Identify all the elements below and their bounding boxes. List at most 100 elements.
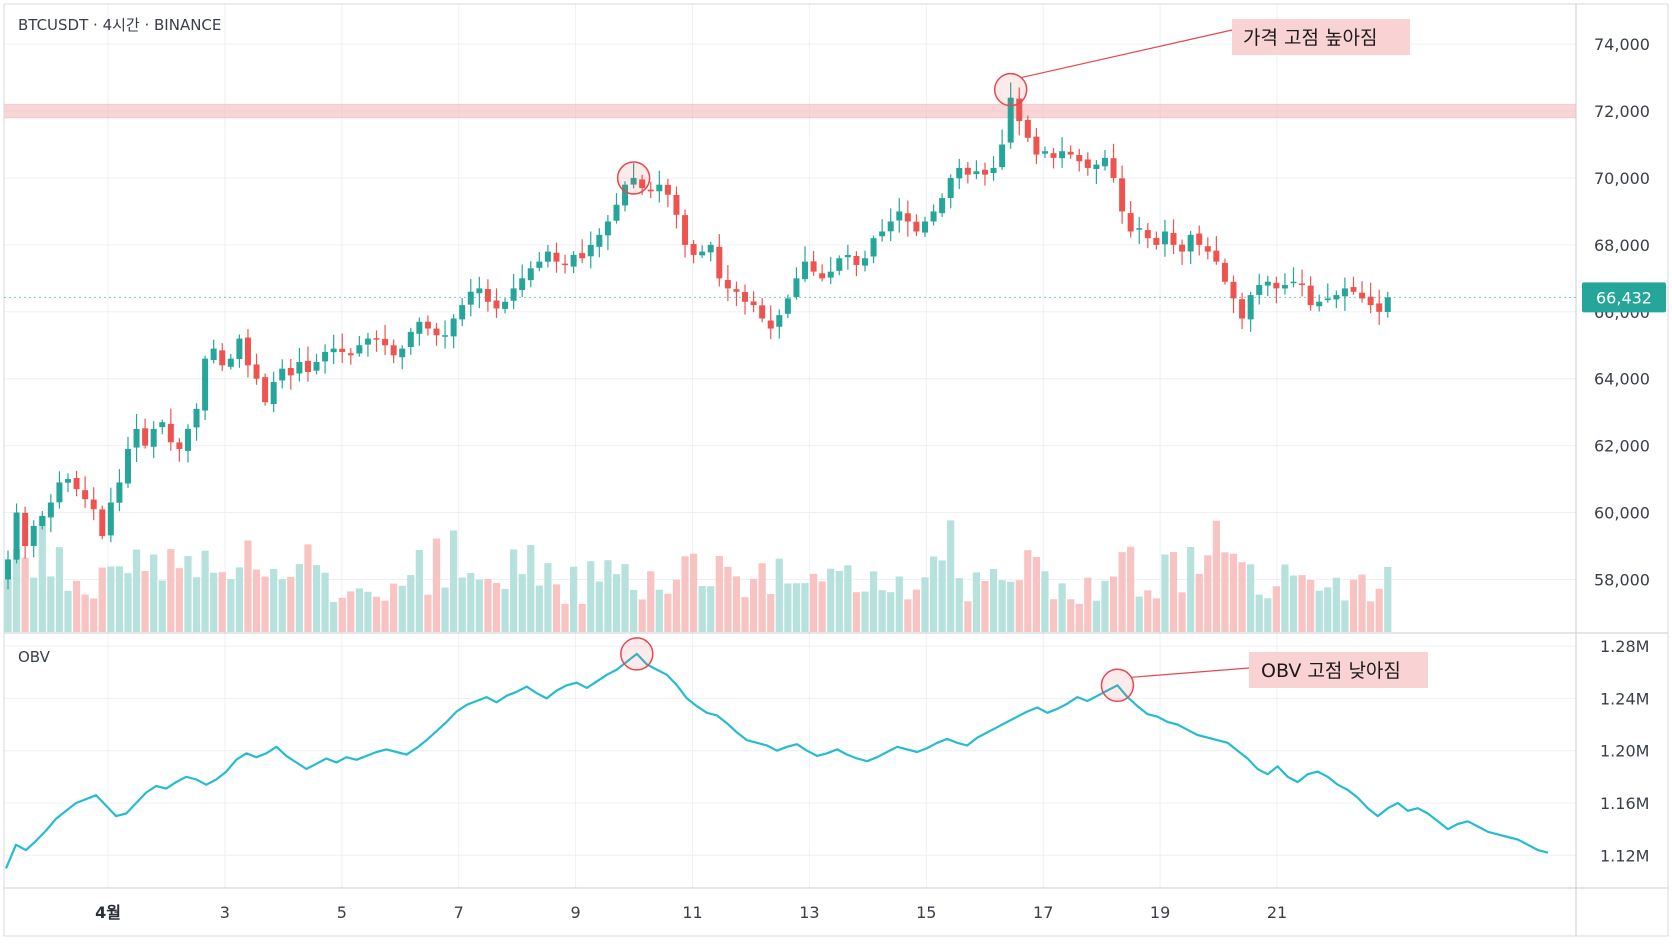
- candle-body[interactable]: [1376, 303, 1383, 312]
- candle-body[interactable]: [167, 423, 174, 443]
- candle-body[interactable]: [536, 261, 543, 268]
- candle-body[interactable]: [219, 350, 226, 366]
- candle-body[interactable]: [639, 179, 646, 189]
- candle-body[interactable]: [433, 328, 440, 336]
- candle-body[interactable]: [956, 167, 963, 179]
- candle-body[interactable]: [664, 184, 671, 195]
- candle-body[interactable]: [184, 428, 191, 451]
- candle-body[interactable]: [1247, 295, 1254, 320]
- candle-body[interactable]: [1041, 151, 1048, 154]
- candle-body[interactable]: [913, 221, 920, 232]
- obv-line[interactable]: [4, 652, 1549, 869]
- candle-body[interactable]: [227, 358, 234, 367]
- candle-body[interactable]: [124, 448, 131, 484]
- candle-body[interactable]: [1093, 164, 1100, 170]
- candle-body[interactable]: [1221, 262, 1228, 282]
- candle-body[interactable]: [724, 280, 731, 289]
- candle-body[interactable]: [1299, 283, 1306, 286]
- candle-body[interactable]: [973, 171, 980, 175]
- candle-body[interactable]: [476, 288, 483, 294]
- candle-body[interactable]: [116, 482, 123, 503]
- candle-body[interactable]: [373, 338, 380, 340]
- candle-body[interactable]: [287, 368, 294, 376]
- candle-body[interactable]: [407, 331, 414, 348]
- candle-body[interactable]: [1119, 178, 1126, 212]
- candle-body[interactable]: [253, 364, 260, 379]
- candle-body[interactable]: [622, 184, 629, 206]
- candle-body[interactable]: [244, 337, 251, 366]
- candle-body[interactable]: [699, 251, 706, 256]
- candle-body[interactable]: [716, 246, 723, 279]
- candlestick-series[interactable]: [5, 82, 1391, 590]
- candle-body[interactable]: [1204, 246, 1211, 252]
- candle-body[interactable]: [553, 252, 560, 262]
- candle-body[interactable]: [759, 305, 766, 319]
- candle-body[interactable]: [999, 144, 1006, 168]
- candle-body[interactable]: [1136, 228, 1143, 230]
- candle-body[interactable]: [733, 289, 740, 292]
- candle-body[interactable]: [1084, 159, 1091, 168]
- candle-body[interactable]: [1290, 281, 1297, 284]
- candle-body[interactable]: [1256, 285, 1263, 295]
- price-axis[interactable]: 74,00072,00070,00068,00066,00064,00062,0…: [1594, 35, 1650, 589]
- candle-body[interactable]: [270, 382, 277, 405]
- candle-body[interactable]: [1273, 282, 1280, 289]
- candle-body[interactable]: [570, 254, 577, 267]
- candle-body[interactable]: [1359, 292, 1366, 299]
- candle-body[interactable]: [750, 301, 757, 306]
- candle-body[interactable]: [1213, 250, 1220, 262]
- candle-body[interactable]: [484, 289, 491, 302]
- candle-body[interactable]: [39, 515, 46, 526]
- candle-body[interactable]: [442, 335, 449, 337]
- candle-body[interactable]: [690, 243, 697, 255]
- candle-body[interactable]: [879, 231, 886, 237]
- candle-body[interactable]: [22, 512, 29, 547]
- candle-body[interactable]: [493, 300, 500, 309]
- candle-body[interactable]: [544, 251, 551, 262]
- candle-body[interactable]: [262, 377, 269, 403]
- candle-body[interactable]: [776, 315, 783, 327]
- candle-body[interactable]: [827, 271, 834, 278]
- candle-body[interactable]: [107, 502, 114, 536]
- candle-body[interactable]: [819, 273, 826, 279]
- candle-body[interactable]: [322, 351, 329, 362]
- candle-body[interactable]: [802, 261, 809, 280]
- candle-body[interactable]: [844, 254, 851, 258]
- candle-body[interactable]: [853, 256, 860, 265]
- candle-body[interactable]: [296, 361, 303, 374]
- candle-body[interactable]: [1384, 297, 1391, 312]
- candle-body[interactable]: [1007, 97, 1014, 143]
- candle-body[interactable]: [467, 291, 474, 305]
- candle-body[interactable]: [682, 215, 689, 245]
- candle-body[interactable]: [587, 244, 594, 257]
- candle-body[interactable]: [1067, 151, 1074, 155]
- candle-body[interactable]: [339, 348, 346, 352]
- candle-body[interactable]: [1101, 157, 1108, 167]
- candle-body[interactable]: [82, 490, 89, 500]
- candle-body[interactable]: [73, 478, 80, 490]
- candle-body[interactable]: [416, 321, 423, 334]
- candle-body[interactable]: [930, 211, 937, 222]
- candle-body[interactable]: [30, 525, 37, 547]
- candle-body[interactable]: [356, 345, 363, 354]
- candle-body[interactable]: [630, 177, 637, 185]
- candle-body[interactable]: [862, 258, 868, 266]
- candle-body[interactable]: [990, 167, 997, 174]
- candle-body[interactable]: [236, 338, 243, 360]
- candle-body[interactable]: [1341, 288, 1348, 297]
- obv-axis[interactable]: 1.28M 1.24M 1.20M 1.16M 1.12M: [1600, 637, 1649, 865]
- candle-body[interactable]: [1110, 158, 1117, 178]
- candle-body[interactable]: [47, 502, 54, 518]
- candle-body[interactable]: [1170, 232, 1177, 245]
- candle-body[interactable]: [99, 509, 106, 536]
- candle-body[interactable]: [210, 348, 217, 361]
- candle-body[interactable]: [1179, 244, 1186, 252]
- candle-body[interactable]: [279, 368, 286, 381]
- candle-body[interactable]: [896, 211, 903, 221]
- candle-body[interactable]: [142, 428, 149, 446]
- candle-body[interactable]: [519, 278, 526, 291]
- candle-body[interactable]: [364, 338, 371, 345]
- candle-body[interactable]: [510, 288, 517, 301]
- candle-body[interactable]: [921, 221, 928, 233]
- candle-body[interactable]: [382, 338, 389, 346]
